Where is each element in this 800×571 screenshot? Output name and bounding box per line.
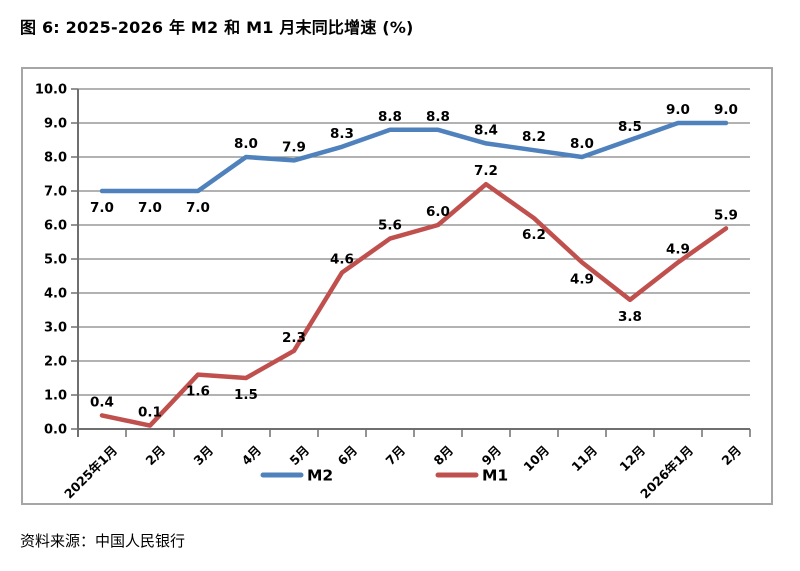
data-label-m1: 5.6 — [378, 218, 402, 234]
x-axis-category-label: 2025年1月 — [61, 443, 120, 502]
data-label-m2: 8.2 — [522, 129, 546, 145]
x-axis-category-label: 3月 — [191, 443, 217, 469]
data-label-m2: 8.3 — [330, 126, 354, 142]
x-axis-category-label: 10月 — [520, 443, 552, 475]
data-label-m1: 6.0 — [426, 204, 450, 220]
data-label-m1: 4.9 — [570, 271, 594, 287]
data-label-m2: 7.9 — [282, 139, 306, 155]
series-line-m2 — [99, 120, 729, 194]
data-label-m2: 7.0 — [186, 200, 210, 216]
x-axis-category-label: 9月 — [479, 443, 505, 469]
data-label-m1: 4.9 — [666, 241, 690, 257]
x-axis-category-label: 7月 — [383, 443, 409, 469]
data-label-m1: 0.4 — [90, 394, 114, 410]
y-axis-tick-label: 5.0 — [44, 253, 67, 268]
data-label-m2: 8.8 — [426, 109, 450, 125]
data-label-m1: 2.3 — [282, 330, 306, 346]
data-label-m2: 8.4 — [474, 122, 498, 138]
figure-title: 图 6: 2025-2026 年 M2 和 M1 月末同比增速 (%) — [20, 18, 414, 37]
x-axis-category-label: 8月 — [431, 443, 457, 469]
x-axis-category-label: 6月 — [335, 443, 361, 469]
y-axis-tick-label: 9.0 — [44, 117, 67, 132]
data-label-m1: 1.6 — [186, 384, 210, 400]
data-label-m1: 0.1 — [138, 405, 162, 421]
y-axis-tick-label: 8.0 — [44, 151, 67, 166]
y-axis-tick-label: 4.0 — [44, 287, 67, 302]
chart-frame: 0.0 1.0 2.0 3.0 4.0 5.0 6.0 7.0 8.0 9.0 10.0 2025年1… — [21, 67, 773, 505]
data-label-m1: 6.2 — [522, 227, 546, 243]
legend-label-m2: M2 — [307, 467, 333, 485]
source-note: 资料来源：中国人民银行 — [20, 532, 186, 550]
x-axis-category-label: 2月 — [719, 443, 745, 469]
y-axis-tick-label: 10.0 — [35, 83, 67, 98]
data-label-m1: 3.8 — [618, 309, 642, 325]
data-label-m2: 8.5 — [618, 119, 642, 135]
data-label-m2: 8.8 — [378, 109, 402, 125]
x-axis-category-label: 5月 — [287, 443, 313, 469]
line-chart: 0.0 1.0 2.0 3.0 4.0 5.0 6.0 7.0 8.0 9.0 10.0 2025年1… — [35, 83, 751, 502]
data-label-m2: 7.0 — [138, 200, 162, 216]
x-axis-category-label: 11月 — [568, 443, 600, 475]
legend-label-m1: M1 — [482, 467, 508, 485]
y-axis-tick-label: 1.0 — [44, 389, 67, 404]
x-axis-category-label: 2月 — [143, 443, 169, 469]
data-label-m2: 9.0 — [666, 102, 690, 118]
series-line-m1 — [99, 181, 729, 428]
data-label-m1: 4.6 — [330, 252, 354, 268]
y-axis-tick-label: 2.0 — [44, 355, 67, 370]
data-label-m1: 7.2 — [474, 163, 498, 179]
data-label-m2: 8.0 — [234, 136, 258, 152]
x-axis-category-label: 4月 — [239, 443, 265, 469]
y-axis-tick-label: 7.0 — [44, 185, 67, 200]
data-label-m1: 5.9 — [714, 207, 738, 223]
x-axis-category-label: 12月 — [616, 443, 648, 475]
data-label-m2: 7.0 — [90, 200, 114, 216]
data-label-m1: 1.5 — [234, 387, 258, 403]
data-label-m2: 9.0 — [714, 102, 738, 118]
y-axis-tick-label: 3.0 — [44, 321, 67, 336]
y-axis-tick-label: 6.0 — [44, 219, 67, 234]
data-label-m2: 8.0 — [570, 136, 594, 152]
y-axis-tick-label: 0.0 — [44, 423, 67, 438]
